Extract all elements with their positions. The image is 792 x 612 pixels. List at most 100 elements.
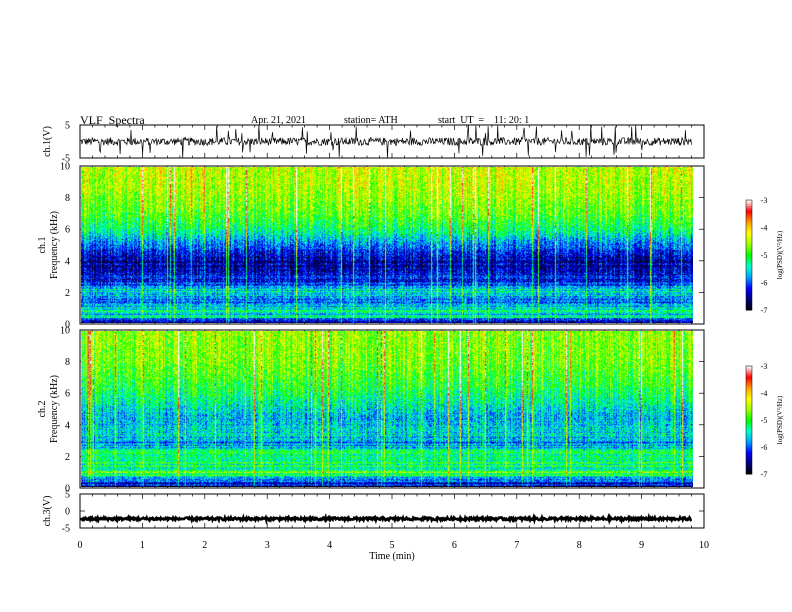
ch1-spectrogram-colorbar-segment xyxy=(746,256,752,260)
x-tick-label: 7 xyxy=(514,540,519,551)
ch2-spectrogram-colorbar-segment xyxy=(746,385,752,389)
ch3-ylabel: ch.3(V) xyxy=(42,496,53,527)
ch1-spectrogram-colorbar-segment xyxy=(746,253,752,256)
ch1-spectrogram-colorbar-segment xyxy=(746,211,752,214)
ch1-spectrogram-colorbar-tick: -6 xyxy=(761,279,768,288)
ch2-spectrogram-colorbar-segment xyxy=(746,425,752,428)
ch2-spectrogram-colorbar-segment xyxy=(746,369,752,372)
ch2-spectrogram-colorbar-segment xyxy=(746,380,752,383)
y-tick-label: 5 xyxy=(65,121,70,132)
ch2-spectrogram-colorbar-segment xyxy=(746,427,752,430)
ch2-spectrogram-colorbar-segment xyxy=(746,454,752,457)
ch1-spectrogram-colorbar-segment xyxy=(746,205,752,208)
ch2-spectrogram-colorbar-segment xyxy=(746,468,752,471)
ch1-spectrogram-colorbar-segment xyxy=(746,222,752,225)
y-tick-label: 6 xyxy=(65,389,70,400)
ch2-spectrogram-colorbar-label: log(PSD)(V²/Hz) xyxy=(776,395,784,444)
x-tick-label: 3 xyxy=(265,540,270,551)
ch1-spectrogram-frequency-label: Frequency (kHz) xyxy=(49,211,60,279)
ch1-spectrogram-colorbar-segment xyxy=(746,271,752,274)
ch1-spectrogram-colorbar-segment xyxy=(746,227,752,230)
x-tick-label: 10 xyxy=(699,540,709,551)
y-tick-label: 2 xyxy=(65,452,70,463)
ch3-waveform-line xyxy=(79,512,693,526)
ch2-spectrogram-colorbar-segment xyxy=(746,366,752,369)
y-tick-label: -5 xyxy=(62,154,70,165)
ch1-spectrogram-colorbar-segment xyxy=(746,264,752,267)
ch1-waveform-line xyxy=(79,124,692,158)
ch2-spectrogram-colorbar-segment xyxy=(746,376,752,380)
x-tick-label: 2 xyxy=(202,540,207,551)
ch1-spectrogram-colorbar-segment xyxy=(746,216,752,219)
ch1-spectrogram-colorbar-segment xyxy=(746,207,752,210)
ch1-spectrogram-colorbar-segment xyxy=(746,218,752,221)
ch2-spectrogram-colorbar-segment xyxy=(746,371,752,374)
y-tick-label: 2 xyxy=(65,288,70,299)
ch1-spectrogram-colorbar-segment xyxy=(746,225,752,228)
ch2-spectrogram-colorbar-segment xyxy=(746,452,752,455)
x-tick-label: 1 xyxy=(140,540,145,551)
ch1-spectrogram-colorbar-label: log(PSD)(V²/Hz) xyxy=(776,230,784,279)
ch1-ylabel: ch.1(V) xyxy=(42,126,53,157)
y-tick-label: -5 xyxy=(62,524,70,535)
ch2-spectrogram-colorbar-segment xyxy=(746,461,752,464)
ch1-spectrogram-colorbar-frame xyxy=(745,199,753,311)
ch2-spectrogram-colorbar-segment xyxy=(746,394,752,398)
ch2-spectrogram-colorbar-segment xyxy=(746,387,752,390)
ch1-spectrogram-colorbar-segment xyxy=(746,286,752,289)
ch2-spectrogram-image xyxy=(81,331,693,487)
ch1-spectrogram-channel-label: ch.1 xyxy=(37,237,48,254)
ch2-spectrogram-colorbar-segment xyxy=(746,450,752,453)
ch1-spectrogram-colorbar-segment xyxy=(746,203,752,206)
ch1-spectrogram-colorbar-segment xyxy=(746,214,752,217)
ch1-spectrogram-colorbar-segment xyxy=(746,212,752,216)
ch1-spectrogram-colorbar-segment xyxy=(746,255,752,258)
x-tick-label: 6 xyxy=(452,540,457,551)
y-tick-label: 0 xyxy=(65,484,70,495)
ch2-spectrogram-colorbar-segment xyxy=(746,459,752,462)
x-tick-label: 0 xyxy=(78,540,83,551)
ch1-spectrogram-colorbar-segment xyxy=(746,209,752,212)
y-tick-label: 4 xyxy=(65,420,70,431)
ch1-spectrogram-colorbar-segment xyxy=(746,278,752,282)
ch1-spectrogram-colorbar-segment xyxy=(746,266,752,269)
ch2-spectrogram-colorbar-segment xyxy=(746,398,752,401)
station-label: station= ATH xyxy=(344,115,398,126)
ch2-spectrogram-colorbar-segment xyxy=(746,443,752,446)
ch2-spectrogram-frequency-label: Frequency (kHz) xyxy=(49,375,60,443)
ch1-spectrogram-colorbar-segment xyxy=(746,306,752,309)
ch2-spectrogram-colorbar-frame xyxy=(745,365,753,475)
ch2-spectrogram-colorbar-segment xyxy=(746,434,752,437)
ch1-spectrogram-colorbar-segment xyxy=(746,304,752,307)
ch2-spectrogram-colorbar-segment xyxy=(746,470,752,473)
ch2-spectrogram-colorbar-segment xyxy=(746,465,752,468)
y-tick-label: 8 xyxy=(65,357,70,368)
y-tick-label: 5 xyxy=(65,490,70,501)
ch1-spectrogram-colorbar-segment xyxy=(746,249,752,252)
ch2-spectrogram-colorbar-segment xyxy=(746,423,752,426)
ch2-spectrogram-colorbar-segment xyxy=(746,373,752,376)
ch2-spectrogram-colorbar-tick: -5 xyxy=(761,416,768,425)
ch1-spectrogram-colorbar-segment xyxy=(746,300,752,304)
ch2-spectrogram-colorbar-segment xyxy=(746,389,752,392)
ch2-spectrogram-colorbar-segment xyxy=(746,441,752,444)
ch2-spectrogram-colorbar-segment xyxy=(746,445,752,448)
ch2-spectrogram-colorbar-segment xyxy=(746,409,752,412)
ch1-spectrogram-colorbar-segment xyxy=(746,302,752,305)
ch1-spectrogram-colorbar-segment xyxy=(746,245,752,249)
y-tick-label: 0 xyxy=(65,320,70,331)
ch2-spectrogram-colorbar-segment xyxy=(746,414,752,417)
ch1-spectrogram-colorbar-segment xyxy=(746,233,752,236)
ch2-spectrogram-colorbar-segment xyxy=(746,472,752,475)
y-tick-label: 4 xyxy=(65,256,70,267)
ch2-spectrogram-colorbar-tick: -7 xyxy=(761,470,768,479)
ch1-spectrogram-colorbar-segment xyxy=(746,247,752,250)
ch2-spectrogram-colorbar-segment xyxy=(746,378,752,381)
ch1-spectrogram-colorbar-segment xyxy=(746,251,752,254)
ch1-spectrogram-colorbar-segment xyxy=(746,201,752,205)
ch1-spectrogram-colorbar-segment xyxy=(746,297,752,300)
ch2-spectrogram-colorbar-segment xyxy=(746,420,752,423)
ch2-spectrogram-colorbar-segment xyxy=(746,463,752,466)
ch1-spectrogram-colorbar-tick: -4 xyxy=(761,224,768,233)
ch1-spectrogram-colorbar-segment xyxy=(746,291,752,294)
